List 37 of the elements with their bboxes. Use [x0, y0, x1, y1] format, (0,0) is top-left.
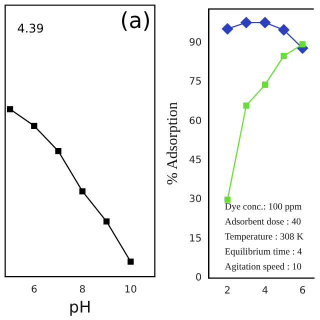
- point: [259, 16, 271, 28]
- x-tick-label: 8: [79, 284, 86, 296]
- annotation: Equilibrium time : 4: [224, 247, 302, 258]
- point: [240, 16, 252, 28]
- point: [278, 24, 290, 36]
- point: [103, 218, 110, 225]
- y-tick-label: 90: [188, 38, 202, 49]
- y-tick-label: 75: [188, 76, 202, 88]
- x-tick-label: 6: [299, 286, 306, 297]
- x-tick-label: 10: [124, 284, 138, 296]
- x-axis-title: pH: [68, 298, 92, 317]
- y-tick-label: 30: [188, 194, 202, 206]
- annotation: Agitation speed : 10: [224, 262, 302, 272]
- annotation: Adsorbent dose : 40: [224, 217, 302, 228]
- y-tick-label: 15: [188, 233, 202, 244]
- x-tick-label: 6: [30, 284, 38, 296]
- point: [224, 196, 231, 203]
- point: [79, 188, 86, 194]
- annotation: Dye conc.: 100 ppm: [224, 202, 302, 212]
- point: [243, 102, 250, 109]
- point: [55, 148, 62, 154]
- point: [262, 82, 268, 88]
- y-axis-title: % Adsorption: [164, 102, 181, 185]
- y-tick-label: 60: [188, 116, 202, 127]
- y-tick-label: 45: [188, 155, 202, 166]
- x-tick-label: 2: [224, 286, 231, 297]
- point: [222, 23, 234, 34]
- point: [6, 106, 14, 112]
- text: (a): [120, 8, 151, 34]
- point: [128, 258, 134, 265]
- point: [299, 41, 306, 48]
- point: [280, 52, 287, 60]
- x-tick-label: 4: [262, 286, 268, 297]
- text: 4.39: [17, 21, 44, 36]
- y-tick-label: 0: [195, 272, 202, 284]
- point: [31, 122, 38, 129]
- annotation: Temperature : 308 K: [224, 232, 304, 242]
